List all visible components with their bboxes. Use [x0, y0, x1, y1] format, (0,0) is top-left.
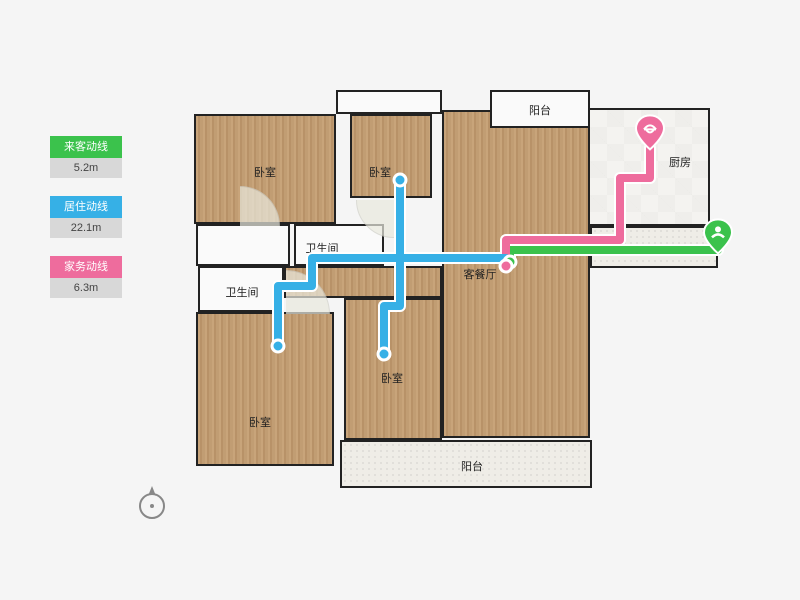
compass-icon [132, 482, 172, 522]
legend-value-guest: 5.2m [50, 158, 122, 178]
legend-value-living: 22.1m [50, 218, 122, 238]
pot-marker-icon [636, 115, 664, 149]
endpoint-house-0 [500, 260, 512, 272]
legend-item-living: 居住动线 22.1m [50, 196, 122, 238]
endpoint-living-2 [378, 348, 390, 360]
legend-value-house: 6.3m [50, 278, 122, 298]
circulation-paths [180, 90, 740, 510]
path-living [278, 180, 506, 354]
legend-label-living: 居住动线 [50, 196, 122, 218]
legend-item-house: 家务动线 6.3m [50, 256, 122, 298]
person-marker-icon [704, 219, 732, 253]
legend-label-house: 家务动线 [50, 256, 122, 278]
legend: 来客动线 5.2m 居住动线 22.1m 家务动线 6.3m [50, 136, 122, 316]
endpoint-living-1 [272, 340, 284, 352]
legend-label-guest: 来客动线 [50, 136, 122, 158]
legend-item-guest: 来客动线 5.2m [50, 136, 122, 178]
floorplan: 卧室卧室客餐厅阳台厨房卫生间卫生间卧室卧室阳台 [180, 90, 740, 510]
endpoint-living-0 [394, 174, 406, 186]
